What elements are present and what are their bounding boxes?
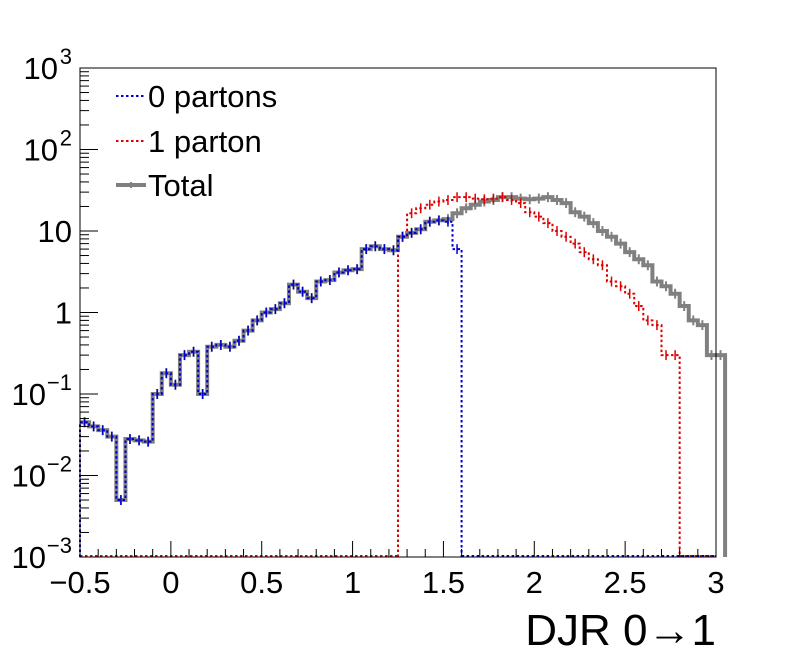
- x-tick-label: 1: [344, 565, 361, 600]
- x-tick-label: 3: [707, 565, 724, 600]
- y-tick-label-exponent: 2: [60, 126, 72, 151]
- x-tick-label: 2.5: [604, 565, 647, 600]
- y-tick-label: 10: [24, 51, 58, 86]
- y-tick-label: 10: [12, 459, 46, 494]
- series-line-total: [80, 195, 728, 557]
- y-tick-label-exponent: −3: [47, 533, 72, 558]
- x-tick-label: −0.5: [49, 565, 110, 600]
- legend: 0 partons 1 parton Total: [116, 79, 277, 203]
- y-tick-label: 1: [55, 296, 72, 331]
- legend-label-one: 1 parton: [148, 124, 262, 159]
- y-tick-label: 10: [38, 214, 72, 249]
- y-tick-label: 10: [24, 133, 58, 168]
- x-tick-label: 2: [526, 565, 543, 600]
- y-tick-label: 10: [12, 377, 46, 412]
- plot-area: [79, 192, 728, 557]
- legend-label-total: Total: [148, 168, 213, 203]
- y-tick-label-exponent: −1: [47, 370, 72, 395]
- x-tick-label: 0.5: [240, 565, 283, 600]
- x-tick-label: 0: [162, 565, 179, 600]
- series-line-zero: [79, 219, 463, 557]
- x-tick-labels: −0.5 0 0.5 1 1.5 2 2.5 3: [49, 565, 724, 600]
- y-tick-label-exponent: −2: [47, 452, 72, 477]
- legend-label-zero: 0 partons: [148, 79, 277, 114]
- y-tick-label-exponent: 3: [60, 44, 72, 69]
- x-tick-label: 1.5: [422, 565, 465, 600]
- series-line-one: [397, 196, 681, 557]
- axis-ticks: [79, 67, 717, 558]
- x-axis-title: DJR 0→1: [525, 606, 716, 655]
- y-tick-label: 10: [12, 540, 46, 575]
